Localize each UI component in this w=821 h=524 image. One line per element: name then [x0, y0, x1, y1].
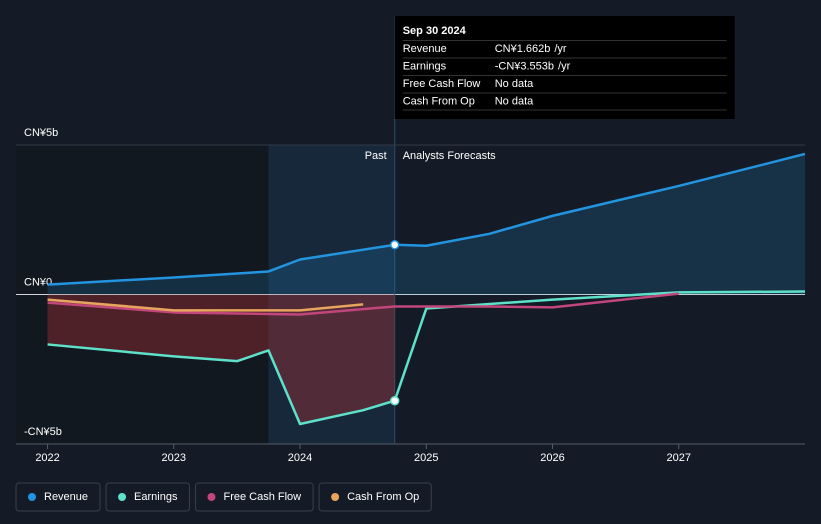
- legend-label: Earnings: [134, 491, 178, 503]
- legend-item[interactable]: Revenue: [15, 482, 101, 512]
- legend-box: [15, 482, 101, 512]
- legend-swatch: [207, 493, 216, 501]
- tooltip-name: Revenue: [403, 43, 447, 55]
- tooltip: Sep 30 2024 Revenue CN¥1.662b/yr Earnings -C…: [394, 16, 735, 119]
- x-tick-label: 2025: [414, 452, 438, 464]
- legend-label: Free Cash Flow: [223, 491, 301, 503]
- x-tick-label: 2022: [35, 452, 59, 464]
- line: [47, 292, 679, 316]
- legend-item[interactable]: Cash From Op: [318, 482, 432, 512]
- x-tick-label: 2027: [667, 452, 691, 464]
- legend-item[interactable]: Free Cash Flow: [194, 482, 314, 512]
- legend-item[interactable]: Earnings: [105, 482, 190, 512]
- legend-swatch: [118, 493, 127, 501]
- legend-label: Cash From Op: [347, 491, 419, 503]
- tooltip-value: No data: [495, 95, 534, 107]
- tooltip-value: CN¥1.662b: [495, 43, 551, 55]
- legend-box: [318, 482, 432, 512]
- tooltip-value: -CN¥3.553b: [495, 60, 554, 72]
- tooltip-name: Cash From Op: [403, 95, 475, 107]
- forecast-label: Analysts Forecasts: [403, 150, 496, 162]
- tooltip-name: Earnings: [403, 60, 447, 72]
- y-tick-label: -CN¥5b: [24, 426, 62, 438]
- y-tick-label: CN¥5b: [24, 127, 58, 139]
- x-tick-label: 2026: [540, 452, 564, 464]
- area: [47, 153, 806, 295]
- point-marker: [389, 240, 400, 250]
- legend-label: Revenue: [44, 491, 88, 503]
- legend-box: [105, 482, 190, 512]
- x-tick-label: 2023: [162, 452, 186, 464]
- tooltip-name: Free Cash Flow: [403, 78, 481, 90]
- y-tick-label: CN¥0: [24, 276, 52, 288]
- tooltip-value: No data: [495, 78, 534, 90]
- x-tick-label: 2024: [288, 452, 312, 464]
- legend-box: [194, 482, 314, 512]
- tooltip-unit: /yr: [558, 60, 571, 72]
- past-label: Past: [365, 150, 387, 162]
- tooltip-box: [394, 16, 735, 119]
- legend-swatch: [331, 493, 340, 501]
- point-marker: [389, 395, 400, 406]
- legend-swatch: [28, 493, 36, 501]
- tooltip-date: Sep 30 2024: [403, 25, 467, 37]
- line: [47, 152, 806, 286]
- tooltip-unit: /yr: [554, 43, 567, 55]
- line: [47, 290, 806, 426]
- line: [47, 298, 364, 312]
